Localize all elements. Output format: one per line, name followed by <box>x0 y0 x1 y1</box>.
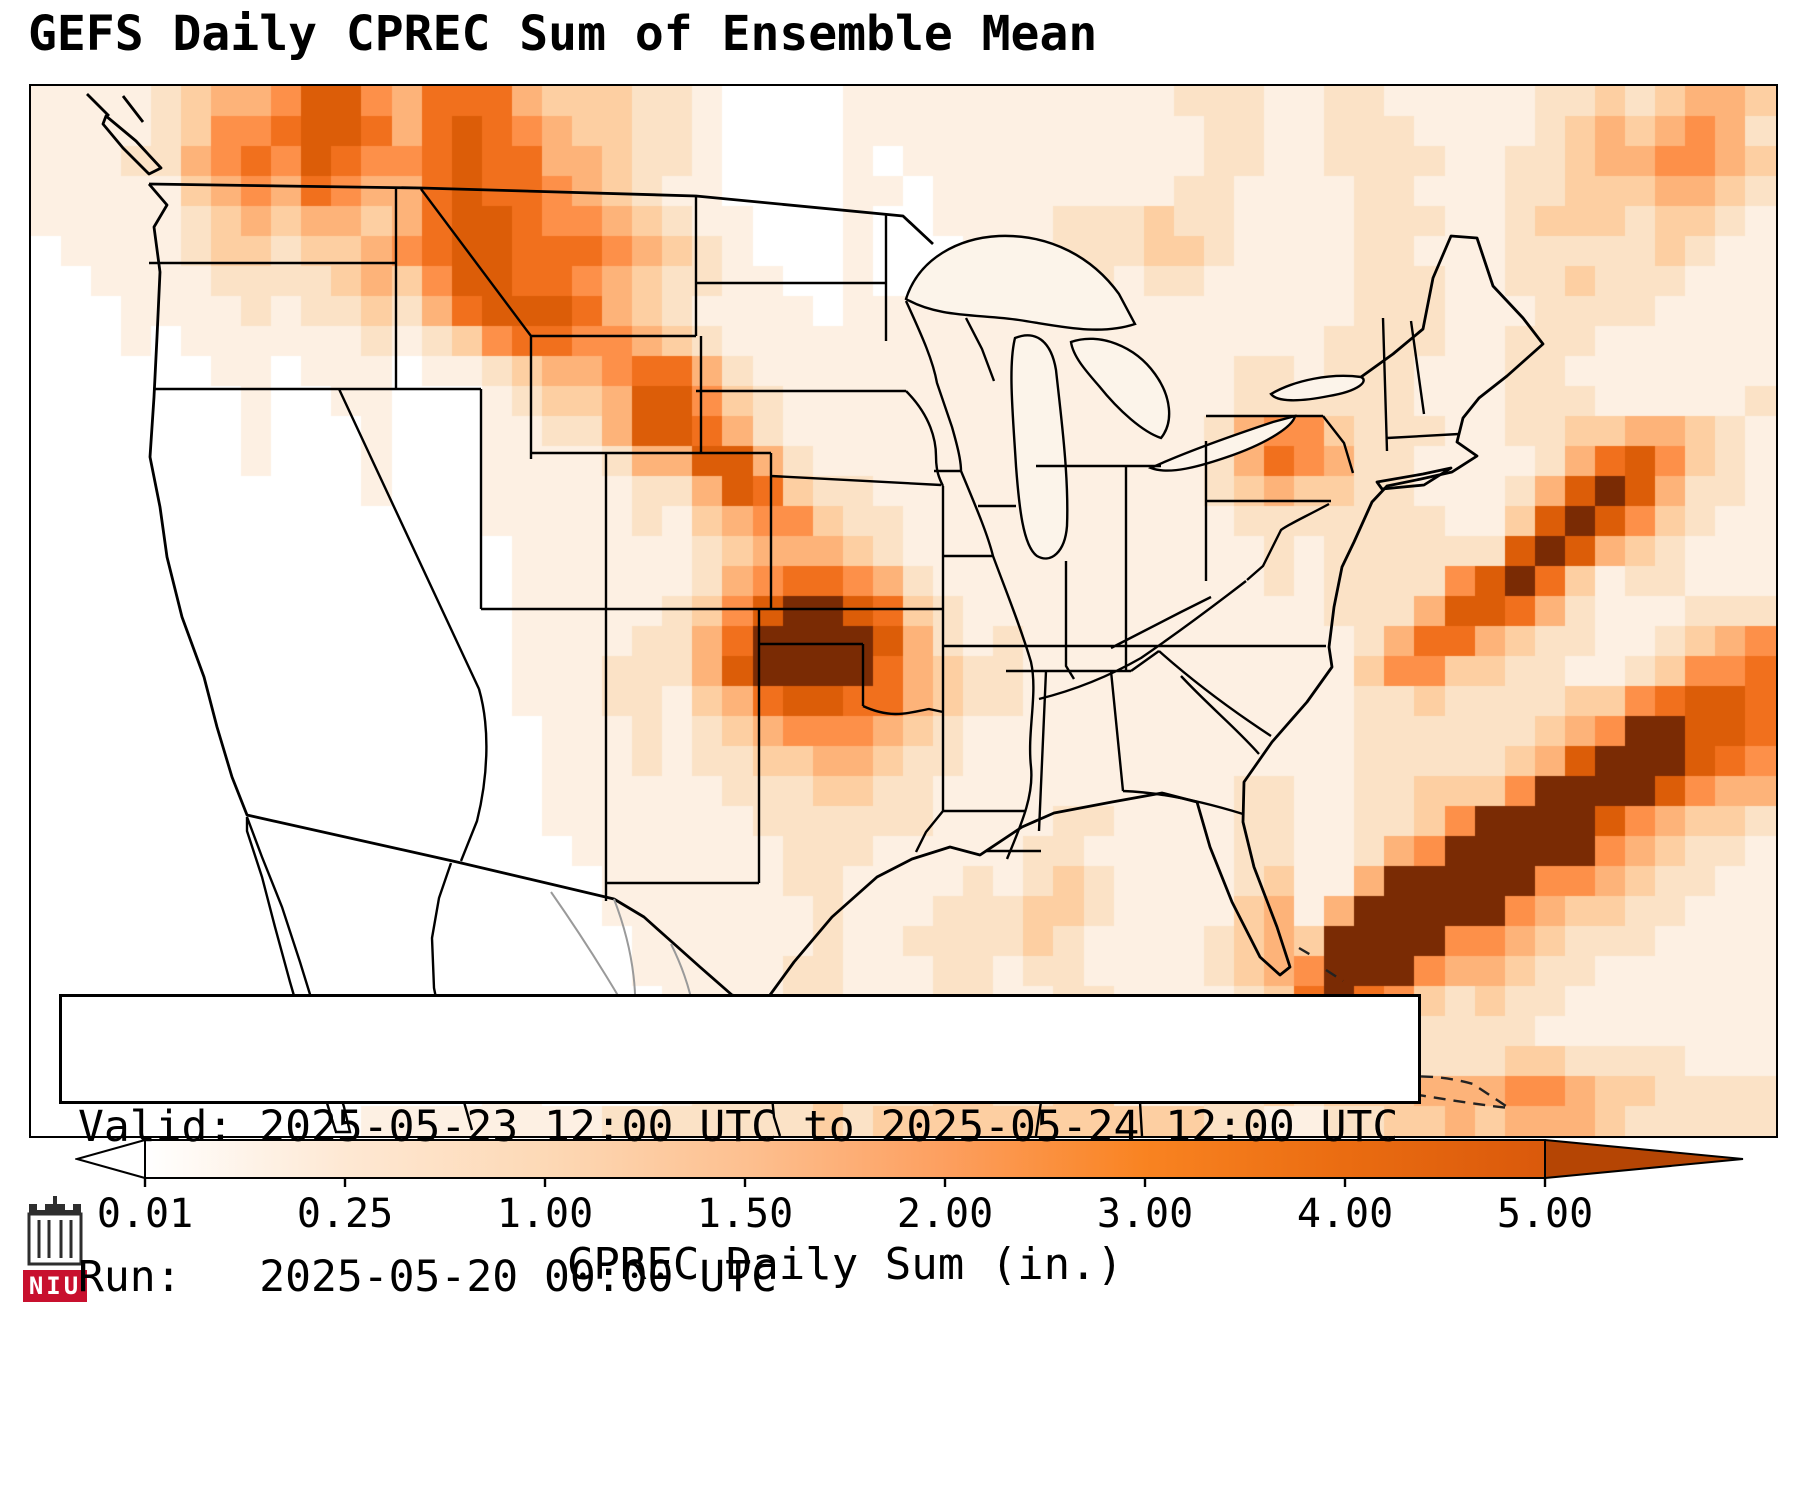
long-island <box>1375 466 1453 491</box>
lake-huron <box>1069 337 1171 440</box>
colorbar-tick-marks <box>143 1178 1547 1187</box>
colorbar-tick-label: 0.01 <box>96 1191 194 1237</box>
colorbar: 0.01 0.25 1.00 1.50 2.00 3.00 4.00 5.00 CPREC D… <box>73 1138 1745 1299</box>
colorbar-body <box>144 1139 1546 1179</box>
niu-castle-icon <box>27 1196 83 1266</box>
colorbar-tick-label: 4.00 <box>1296 1191 1394 1237</box>
vancouver-island <box>101 114 163 176</box>
colorbar-tick-label: 0.25 <box>296 1191 394 1237</box>
niu-logo: NIU <box>20 1190 90 1302</box>
bahamas-outline <box>1298 946 1344 983</box>
colorbar-tick-label: 1.00 <box>496 1191 594 1237</box>
national-outline <box>86 93 1545 1004</box>
page-title: GEFS Daily CPREC Sum of Ensemble Mean <box>28 6 1098 62</box>
bc-coast-inlets <box>86 93 145 123</box>
great-lakes <box>904 234 1365 560</box>
lake-ontario <box>1269 374 1365 402</box>
valid-run-info-box: Valid: 2025-05-23 12:00 UTC to 2025-05-2… <box>59 994 1421 1302</box>
map-panel: Valid: 2025-05-23 12:00 UTC to 2025-05-2… <box>29 84 1778 1302</box>
lake-superior <box>904 234 1137 331</box>
conus-coast-outline <box>147 183 1545 1004</box>
state-boundaries <box>149 188 1460 901</box>
niu-logo-text: NIU <box>23 1270 87 1302</box>
colorbar-tick-label: 5.00 <box>1496 1191 1594 1237</box>
map-boundaries-layer <box>86 93 1545 1136</box>
colorbar-tick-label: 1.50 <box>696 1191 794 1237</box>
colorbar-right-arrow <box>1544 1138 1744 1180</box>
canada-border <box>148 182 934 246</box>
colorbar-tick-label: 2.00 <box>896 1191 994 1237</box>
valid-time-text: Valid: 2025-05-23 12:00 UTC to 2025-05-2… <box>78 1102 1399 1152</box>
run-time-text: Run: 2025-05-20 00:00 UTC <box>78 1252 777 1302</box>
colorbar-tick-label: 3.00 <box>1096 1191 1194 1237</box>
colorbar-axis-label: CPREC Daily Sum (in.) <box>566 1239 1124 1290</box>
colorbar-graphic <box>73 1138 1744 1187</box>
baja-california <box>245 816 352 1134</box>
lake-erie <box>1147 414 1297 472</box>
lake-michigan <box>1010 334 1069 560</box>
